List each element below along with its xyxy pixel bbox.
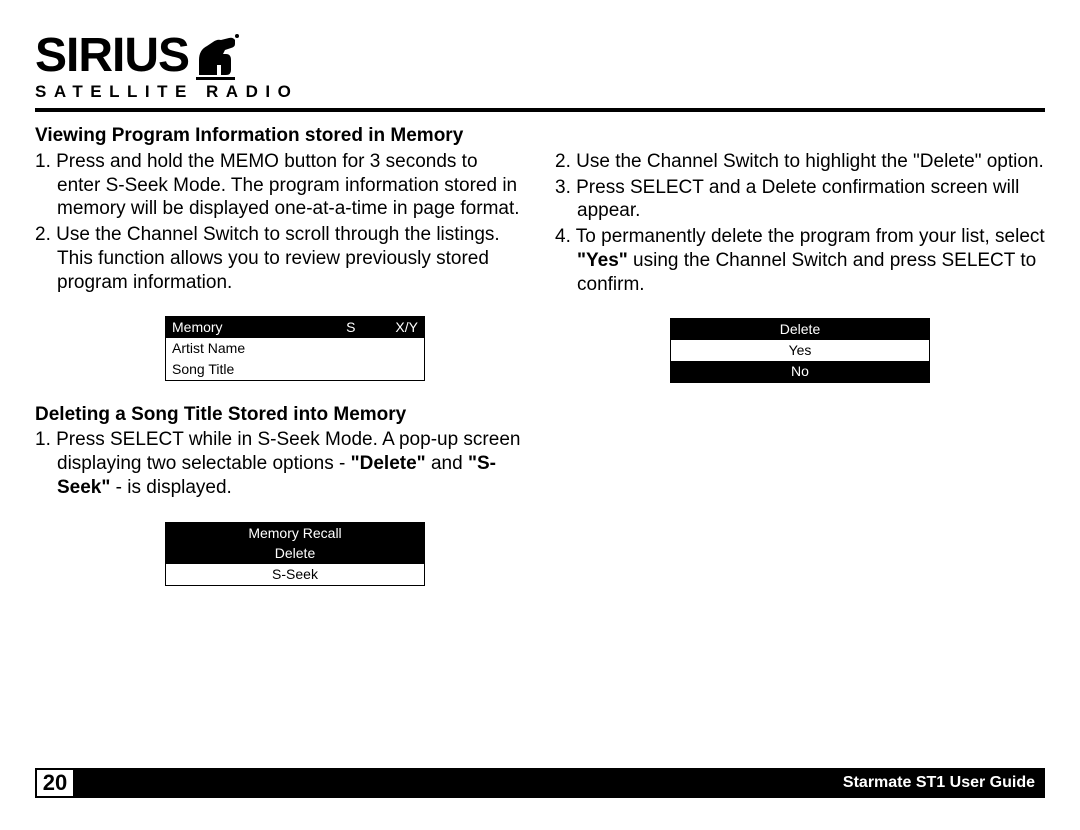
screen-memory-xy: X/Y [395, 319, 418, 336]
screen-delete-no: No [671, 361, 929, 382]
logo: SIRIUS [35, 30, 1045, 80]
screen-memory: Memory S X/Y Artist Name Song Title [165, 316, 425, 380]
left-column: Viewing Program Information stored in Me… [35, 124, 525, 608]
screen-memory-s: S [346, 319, 355, 336]
deleting-step-2: 2. Use the Channel Switch to highlight t… [555, 150, 1045, 174]
deleting-step-4: 4. To permanently delete the program fro… [555, 225, 1045, 296]
screen-memory-header: Memory S X/Y [166, 317, 424, 338]
screen-recall: Memory Recall Delete S-Seek [165, 522, 425, 586]
dog-icon [191, 30, 241, 80]
screen-recall-sseek: S-Seek [166, 564, 424, 585]
screen-delete-title: Delete [671, 319, 929, 340]
deleting-step-1: 1. Press SELECT while in S-Seek Mode. A … [35, 428, 525, 499]
footer-title: Starmate ST1 User Guide [75, 768, 1045, 798]
page-number: 20 [35, 768, 75, 798]
logo-brand: SIRIUS [35, 32, 189, 80]
right-spacer [555, 124, 1045, 148]
deleting-step-3: 3. Press SELECT and a Delete confirmatio… [555, 176, 1045, 224]
screen-memory-artist: Artist Name [166, 338, 424, 359]
logo-tagline: SATELLITE RADIO [35, 82, 1045, 102]
viewing-step-1: 1. Press and hold the MEMO button for 3 … [35, 150, 525, 221]
header-divider [35, 108, 1045, 112]
heading-deleting: Deleting a Song Title Stored into Memory [35, 403, 525, 427]
screen-memory-song: Song Title [166, 359, 424, 380]
right-column: 2. Use the Channel Switch to highlight t… [555, 124, 1045, 608]
heading-viewing: Viewing Program Information stored in Me… [35, 124, 525, 148]
screen-delete: Delete Yes No [670, 318, 930, 382]
screen-recall-delete: Delete [166, 543, 424, 564]
screen-delete-yes: Yes [671, 340, 929, 361]
footer-bar: 20 Starmate ST1 User Guide [35, 768, 1045, 798]
footer: 20 Starmate ST1 User Guide [35, 768, 1045, 798]
screen-recall-title: Memory Recall [166, 523, 424, 544]
screen-memory-label: Memory [172, 319, 346, 336]
content-columns: Viewing Program Information stored in Me… [35, 124, 1045, 608]
viewing-step-2: 2. Use the Channel Switch to scroll thro… [35, 223, 525, 294]
